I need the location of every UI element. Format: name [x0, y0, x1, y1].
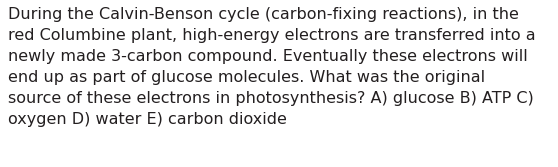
Text: During the Calvin-Benson cycle (carbon-fixing reactions), in the
red Columbine p: During the Calvin-Benson cycle (carbon-f… [8, 7, 536, 127]
